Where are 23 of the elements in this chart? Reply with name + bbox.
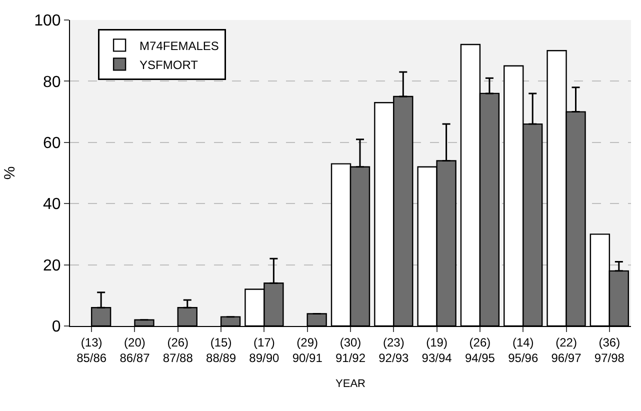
x-tick-label: (29) 90/91 <box>292 335 323 365</box>
y-tick-label: 20 <box>43 257 61 274</box>
x-tick-label: (23) 92/93 <box>378 335 409 365</box>
x-tick-label: (13) 85/86 <box>76 335 107 365</box>
y-tick-label: 40 <box>43 196 61 214</box>
x-tick-label: (14) 95/96 <box>508 335 538 365</box>
x-tick-label: (15) 88/89 <box>206 335 236 365</box>
legend-label: YSFMORT <box>140 58 199 72</box>
x-tick-label: (26) 87/88 <box>162 335 194 365</box>
y-tick-label: 0 <box>52 318 61 336</box>
y-axis-title: % <box>1 166 18 180</box>
y-tick-label: 80 <box>43 74 61 91</box>
x-tick-label: (20) 86/87 <box>120 335 150 365</box>
x-tick-label: (22) 96/97 <box>551 335 582 365</box>
x-tick-label: (17) 89/90 <box>249 335 280 365</box>
x-tick-label: (19) 93/94 <box>422 335 452 365</box>
y-tick-label: 60 <box>43 135 61 152</box>
x-tick-label: (30) 91/92 <box>335 335 366 365</box>
legend-label: M74FEMALES <box>140 38 219 53</box>
x-tick-label: (26) 94/95 <box>464 335 496 365</box>
y-tick-label: 100 <box>34 12 61 30</box>
x-tick-label: (36) 97/98 <box>594 335 625 365</box>
x-axis-title: YEAR <box>336 378 366 390</box>
